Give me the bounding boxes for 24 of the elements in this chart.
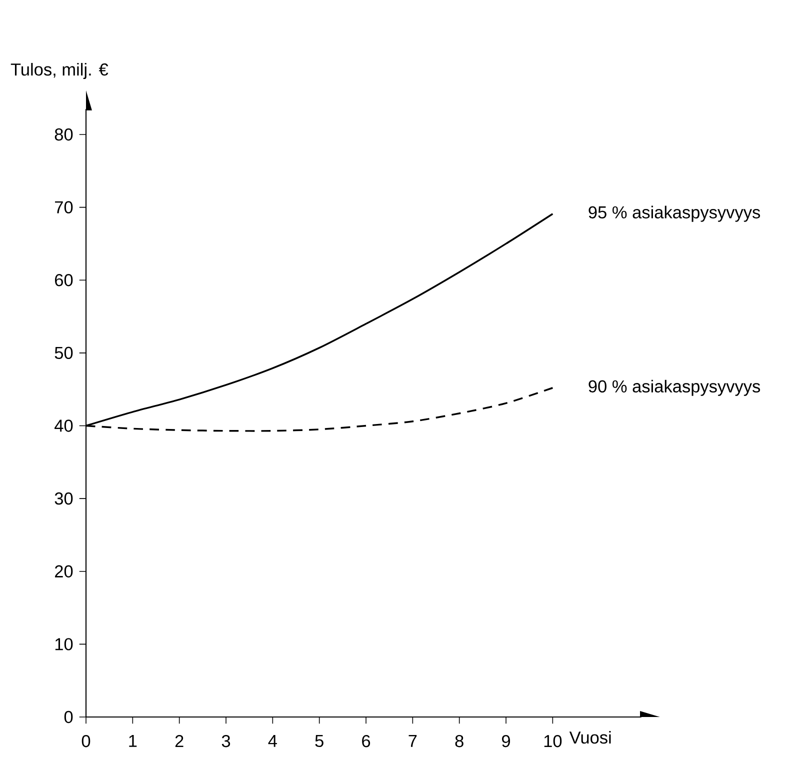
x-tick-label: 2 [175, 734, 184, 748]
x-tick-label: 9 [502, 734, 510, 748]
y-tick-label: 40 [54, 420, 73, 432]
x-tick-label: 1 [129, 734, 137, 747]
y-tick-label: 10 [55, 638, 73, 650]
y-axis-title: Tulos, milj. € [10, 62, 108, 80]
x-tick-label: 0 [82, 734, 90, 748]
y-tick-label: 80 [54, 128, 73, 141]
y-tick-label: 60 [55, 274, 73, 286]
y-tick-label: 0 [64, 710, 73, 724]
x-tick-label: 3 [222, 734, 230, 748]
y-tick-label: 50 [54, 346, 73, 360]
x-tick-label: 8 [455, 734, 464, 748]
x-tick-label: 7 [408, 734, 417, 747]
x-axis-title: Vuosi [569, 730, 611, 744]
text: 95 % asiakaspysyvyys [588, 206, 760, 222]
x-tick-label: 6 [362, 734, 370, 748]
y-tick-label: 20 [55, 565, 73, 578]
y-tick-label: 70 [55, 201, 73, 214]
y-tick-label: 30 [54, 492, 73, 505]
text: 90 % asiakaspysyvyys [588, 380, 760, 396]
x-tick-label: 4 [268, 734, 277, 747]
x-tick-label: 5 [315, 734, 324, 748]
x-tick-label: 10 [544, 734, 562, 748]
